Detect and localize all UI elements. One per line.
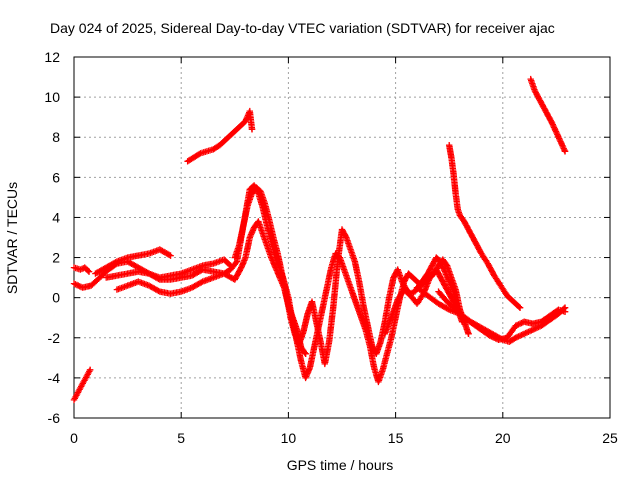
series-seg2 <box>70 264 93 275</box>
plot-frame <box>73 56 611 419</box>
data-series <box>70 75 569 404</box>
data-point <box>526 327 534 335</box>
data-point <box>112 259 119 266</box>
data-point <box>529 326 536 333</box>
series-seg8 <box>184 107 256 165</box>
data-point <box>513 333 521 341</box>
series-seg7 <box>231 184 466 368</box>
data-point <box>86 366 94 374</box>
y-tick-label: -2 <box>48 330 61 346</box>
data-point <box>452 302 459 309</box>
data-point <box>155 275 162 283</box>
data-point <box>488 333 495 340</box>
series-seg12 <box>435 288 569 343</box>
data-point <box>556 136 563 144</box>
y-tick-label: 12 <box>44 49 60 65</box>
data-point <box>155 287 162 295</box>
y-tick-label: 8 <box>52 129 60 145</box>
series-seg4 <box>92 246 174 277</box>
x-tick-label: 25 <box>602 430 618 446</box>
data-point <box>492 335 499 342</box>
data-point <box>85 268 93 275</box>
data-point <box>167 252 174 259</box>
x-tick-label: 0 <box>70 430 78 446</box>
data-point <box>444 305 452 313</box>
data-point <box>248 230 255 237</box>
x-tick-label: 10 <box>281 430 297 446</box>
data-point <box>165 251 173 258</box>
data-point <box>550 124 558 131</box>
data-point <box>561 148 569 155</box>
x-tick-label: 20 <box>495 430 511 446</box>
data-point <box>302 350 309 357</box>
x-axis-label: GPS time / hours <box>287 457 394 473</box>
series-seg10 <box>527 75 569 155</box>
data-point <box>465 330 472 337</box>
data-point <box>516 304 524 311</box>
x-tick-label: 5 <box>177 430 185 446</box>
data-point <box>232 259 240 267</box>
data-point <box>518 319 525 327</box>
data-point <box>489 333 496 341</box>
data-point <box>518 331 525 339</box>
y-tick-label: 10 <box>44 89 60 105</box>
data-point <box>515 303 523 310</box>
data-point <box>301 349 308 356</box>
data-point <box>561 308 569 315</box>
y-tick-label: -4 <box>48 370 61 386</box>
series-seg5 <box>103 218 309 357</box>
data-point <box>552 127 559 134</box>
y-tick-label: 0 <box>52 290 60 306</box>
data-point <box>512 334 519 341</box>
data-point <box>198 279 205 286</box>
axis-ticks: 0 5 10 15 20 25 -6 -4 -2 0 2 4 6 8 10 12 <box>44 49 618 446</box>
data-point <box>76 283 83 290</box>
y-tick-label: 2 <box>52 250 60 266</box>
data-point <box>292 332 299 339</box>
data-point <box>548 118 555 125</box>
data-point <box>451 301 459 308</box>
data-point <box>248 126 256 133</box>
chart-title: Day 024 of 2025, Sidereal Day-to-day VTE… <box>50 20 555 36</box>
data-point <box>553 129 560 137</box>
data-point <box>561 146 568 154</box>
data-point <box>548 120 556 127</box>
data-point <box>226 261 233 268</box>
data-point <box>458 318 466 325</box>
y-tick-label: 6 <box>52 169 60 185</box>
data-point <box>84 267 92 274</box>
y-tick-label: 4 <box>52 209 60 225</box>
data-point <box>443 272 450 280</box>
data-point <box>555 134 562 141</box>
series-seg1 <box>70 366 94 404</box>
data-point <box>522 329 529 337</box>
data-point <box>70 280 78 287</box>
grid <box>74 57 610 418</box>
data-point <box>342 233 349 240</box>
data-point <box>557 139 565 146</box>
series-seg9 <box>446 142 524 311</box>
data-point <box>196 150 203 158</box>
x-tick-label: 15 <box>388 430 404 446</box>
y-tick-label: -6 <box>48 410 61 426</box>
data-point <box>75 282 82 289</box>
series-seg13 <box>381 266 459 337</box>
data-point <box>513 321 521 329</box>
data-point <box>516 332 524 339</box>
y-axis-label: SDTVAR / TECUs <box>4 182 20 294</box>
